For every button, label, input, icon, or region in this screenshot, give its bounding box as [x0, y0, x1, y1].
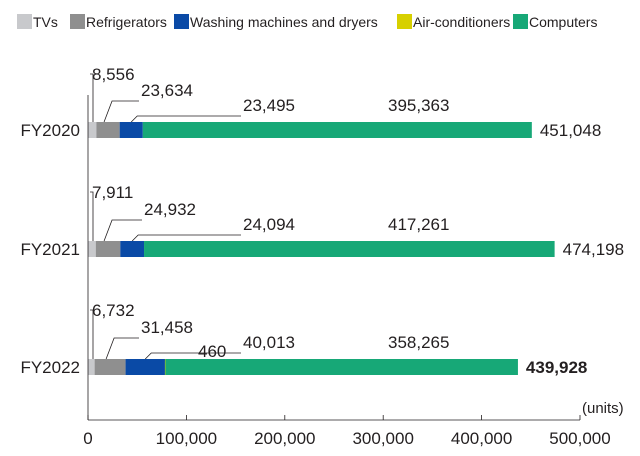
legend-label-computers: Computers [529, 14, 597, 30]
leader-line-fy2020-washing-machines-and-dryers [130, 115, 241, 123]
bar-fy2020-computers [142, 122, 532, 138]
x-tick-label-200000: 200,000 [254, 429, 315, 448]
data-label-fy2021-tvs: 7,911 [92, 183, 133, 202]
total-label-fy2020: 451,048 [540, 121, 601, 140]
data-label-fy2020-refrigerators: 23,634 [141, 81, 193, 100]
leader-line-fy2022-refrigerators [105, 337, 139, 360]
legend-label-refrigerators: Refrigerators [86, 14, 167, 30]
legend-label-tvs: TVs [33, 14, 58, 30]
leader-line-fy2020-refrigerators [103, 100, 139, 123]
bar-fy2020-washing-machines-and-dryers [119, 122, 143, 138]
legend-label-washing-machines-and-dryers: Washing machines and dryers [190, 14, 378, 30]
data-label-fy2022-washing-machines-and-dryers: 40,013 [243, 333, 295, 352]
category-labels: FY2020 FY2021 FY2022 [20, 121, 80, 377]
data-labels: 8,556 23,634 23,495 395,363 451,048 7,911 24,9… [92, 65, 624, 377]
leader-line-fy2022-tvs [90, 309, 94, 359]
legend-label-air-conditioners: Air-conditioners [413, 14, 510, 30]
data-label-fy2021-refrigerators: 24,932 [144, 200, 196, 219]
bar-fy2021-refrigerators [95, 241, 121, 257]
bar-fy2020-tvs [88, 122, 97, 138]
leader-lines [90, 73, 241, 362]
bar-fy2020-refrigerators [96, 122, 120, 138]
bar-fy2022-tvs [88, 359, 95, 375]
leader-line-fy2021-tvs [90, 191, 94, 241]
data-label-fy2022-air-conditioners: 460 [198, 342, 226, 361]
x-tick-label-100000: 100,000 [156, 429, 217, 448]
bars [88, 122, 555, 375]
data-label-fy2020-computers: 395,363 [388, 96, 449, 115]
bar-fy2022-computers [165, 359, 518, 375]
data-label-fy2020-washing-machines-and-dryers: 23,495 [243, 96, 295, 115]
data-label-fy2021-computers: 417,261 [388, 215, 449, 234]
unit-label: (units) [582, 400, 624, 417]
legend-swatch-washing-machines-and-dryers [174, 14, 189, 29]
x-axis: 0 100,000 200,000 300,000 400,000 500,000 (uni… [83, 95, 624, 448]
bar-fy2022-refrigerators [94, 359, 126, 375]
category-label-fy2020: FY2020 [20, 121, 80, 140]
bar-fy2021-washing-machines-and-dryers [120, 241, 145, 257]
bar-fy2022-air-conditioners [164, 359, 166, 375]
leader-line-fy2021-washing-machines-and-dryers [131, 234, 241, 242]
legend-swatch-refrigerators [70, 14, 85, 29]
legend: TVs Refrigerators Washing machines and dry… [17, 14, 597, 30]
category-label-fy2021: FY2021 [20, 240, 80, 259]
bar-fy2021-tvs [88, 241, 96, 257]
legend-swatch-tvs [17, 14, 32, 29]
bar-fy2021-computers [144, 241, 555, 257]
legend-swatch-computers [513, 14, 528, 29]
leader-line-fy2020-tvs [90, 73, 94, 122]
data-label-fy2020-tvs: 8,556 [92, 65, 135, 84]
data-label-fy2021-washing-machines-and-dryers: 24,094 [243, 215, 295, 234]
leader-line-fy2021-refrigerators [103, 219, 142, 242]
leader-line-fy2022-washing-machines-and-dryers [144, 352, 241, 360]
x-tick-label-500000: 500,000 [549, 429, 610, 448]
legend-swatch-air-conditioners [397, 14, 412, 29]
bar-fy2022-washing-machines-and-dryers [125, 359, 165, 375]
x-tick-label-0: 0 [83, 429, 92, 448]
x-tick-label-300000: 300,000 [352, 429, 413, 448]
x-tick-label-400000: 400,000 [451, 429, 512, 448]
data-label-fy2022-refrigerators: 31,458 [141, 318, 193, 337]
data-label-fy2022-tvs: 6,732 [92, 301, 135, 320]
data-label-fy2022-computers: 358,265 [388, 333, 449, 352]
total-label-fy2021: 474,198 [563, 240, 624, 259]
category-label-fy2022: FY2022 [20, 358, 80, 377]
total-label-fy2022: 439,928 [526, 358, 587, 377]
